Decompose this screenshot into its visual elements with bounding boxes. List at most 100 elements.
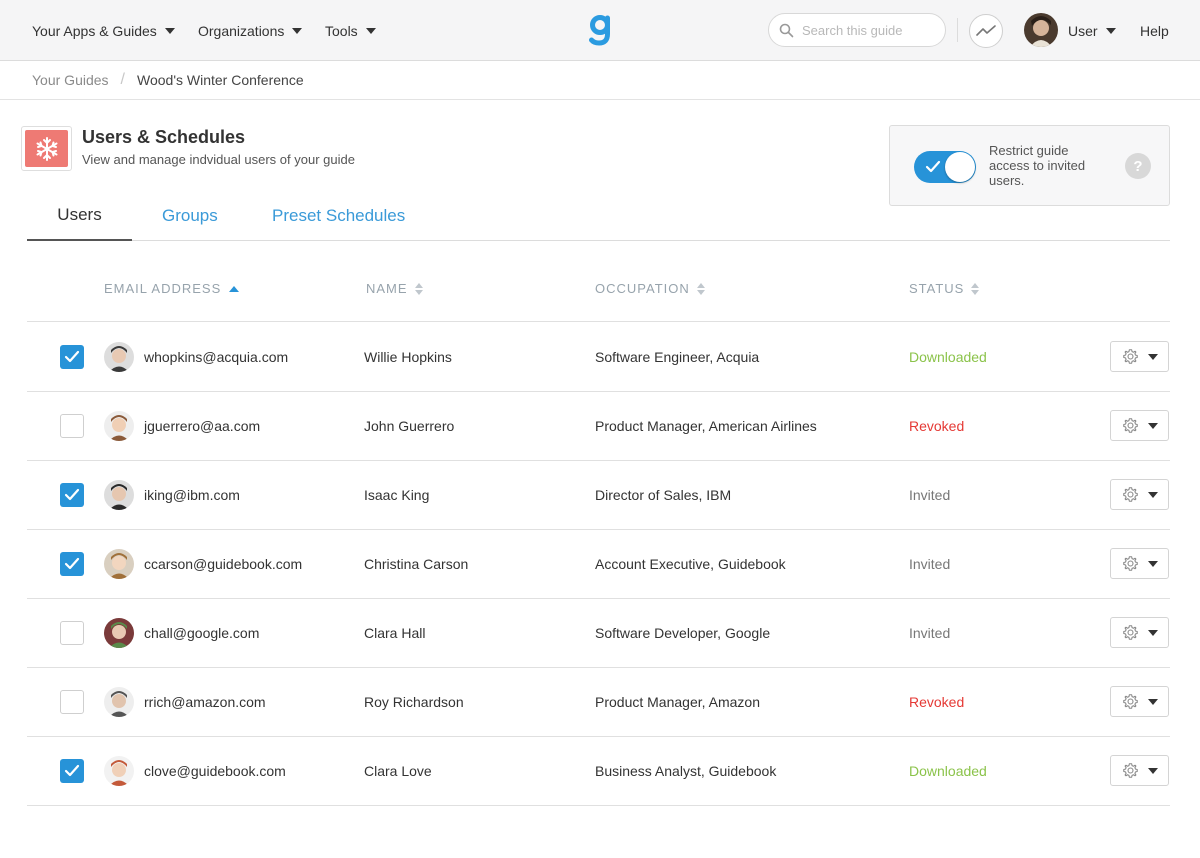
activity-button[interactable]: [969, 14, 1003, 48]
search-box[interactable]: [768, 13, 946, 47]
user-status: Downloaded: [909, 348, 987, 365]
avatar: [104, 342, 134, 372]
breadcrumb-current: Wood's Winter Conference: [137, 72, 304, 88]
toggle-knob: [945, 152, 975, 182]
column-header-name[interactable]: NAME: [366, 281, 423, 296]
tools-label: Tools: [325, 22, 358, 39]
avatar-image-icon: [104, 411, 134, 441]
row-settings-button[interactable]: [1110, 686, 1169, 717]
row-checkbox[interactable]: [60, 483, 84, 507]
table-row[interactable]: ccarson@guidebook.com Christina Carson Acc…: [27, 529, 1170, 598]
check-icon: [64, 488, 80, 501]
avatar-image-icon: [104, 480, 134, 510]
user-occupation: Business Analyst, Guidebook: [595, 762, 777, 779]
user-name: Roy Richardson: [364, 693, 464, 710]
table-row[interactable]: whopkins@acquia.com Willie Hopkins Softwar…: [27, 322, 1170, 391]
table-row[interactable]: chall@google.com Clara Hall Software Devel…: [27, 598, 1170, 667]
help-link[interactable]: Help: [1140, 22, 1169, 39]
apps-guides-menu[interactable]: Your Apps & Guides: [32, 0, 175, 61]
user-email: clove@guidebook.com: [144, 762, 286, 779]
avatar: [104, 687, 134, 717]
gear-icon: [1123, 694, 1138, 709]
check-icon: [64, 350, 80, 363]
apps-guides-label: Your Apps & Guides: [32, 22, 157, 39]
tab-preset-schedules[interactable]: Preset Schedules: [272, 205, 406, 225]
user-status: Invited: [909, 624, 951, 641]
user-email: rrich@amazon.com: [144, 693, 266, 710]
tab-groups[interactable]: Groups: [162, 205, 218, 225]
row-settings-button[interactable]: [1110, 548, 1169, 579]
avatar-image-icon: [104, 618, 134, 648]
column-header-occupation[interactable]: OCCUPATION: [595, 281, 705, 296]
user-status: Revoked: [909, 693, 965, 710]
gear-icon: [1123, 556, 1138, 571]
table-divider: [27, 321, 1170, 322]
row-divider: [27, 391, 1170, 392]
user-avatar[interactable]: [1024, 13, 1058, 47]
search-input[interactable]: [802, 22, 932, 38]
row-settings-button[interactable]: [1110, 617, 1169, 648]
chevron-down-icon: [1148, 698, 1158, 705]
tools-menu[interactable]: Tools: [325, 0, 376, 61]
row-checkbox[interactable]: [60, 690, 84, 714]
column-header-status[interactable]: STATUS: [909, 281, 980, 296]
avatar-image-icon: [104, 342, 134, 372]
avatar: [104, 480, 134, 510]
sort-icon: [696, 282, 705, 295]
row-checkbox[interactable]: [60, 414, 84, 438]
row-settings-button[interactable]: [1110, 341, 1169, 372]
row-checkbox[interactable]: [60, 621, 84, 645]
avatar: [104, 411, 134, 441]
row-divider: [27, 736, 1170, 737]
tab-users[interactable]: Users: [27, 190, 132, 241]
gear-icon: [1123, 487, 1138, 502]
sort-ascending-icon: [229, 285, 240, 292]
restrict-access-toggle[interactable]: [914, 151, 976, 183]
user-name: Christina Carson: [364, 555, 469, 572]
row-divider: [27, 529, 1170, 530]
organizations-menu[interactable]: Organizations: [198, 0, 303, 61]
table-row[interactable]: clove@guidebook.com Clara Love Business An…: [27, 736, 1170, 805]
guidebook-logo-icon[interactable]: [588, 14, 614, 46]
guide-icon: [21, 126, 72, 171]
chevron-down-icon: [1148, 767, 1158, 774]
chevron-down-icon: [1148, 422, 1158, 429]
user-occupation: Product Manager, American Airlines: [595, 417, 817, 434]
table-row[interactable]: rrich@amazon.com Roy Richardson Product Ma…: [27, 667, 1170, 736]
tab-bar: Users Groups Preset Schedules: [27, 190, 1170, 241]
column-header-email[interactable]: EMAIL ADDRESS: [104, 281, 240, 296]
row-settings-button[interactable]: [1110, 479, 1169, 510]
gear-icon: [1123, 418, 1138, 433]
user-name: Clara Love: [364, 762, 432, 779]
restrict-access-panel: Restrict guide access to invited users. …: [889, 125, 1170, 206]
row-checkbox[interactable]: [60, 759, 84, 783]
user-email: jguerrero@aa.com: [144, 417, 261, 434]
row-checkbox[interactable]: [60, 552, 84, 576]
table-row[interactable]: iking@ibm.com Isaac King Director of Sales…: [27, 460, 1170, 529]
gear-icon: [1123, 349, 1138, 364]
avatar-image-icon: [104, 549, 134, 579]
snowflake-icon: [36, 136, 57, 161]
avatar-image-icon: [104, 687, 134, 717]
restrict-access-label: Restrict guide access to invited users.: [989, 143, 1086, 188]
user-occupation: Software Developer, Google: [595, 624, 771, 641]
nav-divider: [957, 18, 958, 42]
sort-icon: [414, 282, 423, 295]
row-settings-button[interactable]: [1110, 755, 1169, 786]
page-title: Users & Schedules: [82, 127, 246, 147]
row-settings-button[interactable]: [1110, 410, 1169, 441]
user-menu[interactable]: User: [1068, 0, 1116, 61]
chevron-down-icon: [1148, 560, 1158, 567]
row-divider: [27, 460, 1170, 461]
help-question-icon[interactable]: ?: [1125, 153, 1151, 179]
check-icon: [64, 764, 80, 777]
check-icon: [925, 160, 941, 173]
user-occupation: Software Engineer, Acquia: [595, 348, 760, 365]
breadcrumb-your-guides[interactable]: Your Guides: [32, 72, 109, 88]
row-checkbox[interactable]: [60, 345, 84, 369]
gear-icon: [1123, 763, 1138, 778]
table-row[interactable]: jguerrero@aa.com John Guerrero Product Man…: [27, 391, 1170, 460]
chevron-down-icon: [1148, 353, 1158, 360]
avatar: [104, 618, 134, 648]
chevron-down-icon: [1148, 629, 1158, 636]
